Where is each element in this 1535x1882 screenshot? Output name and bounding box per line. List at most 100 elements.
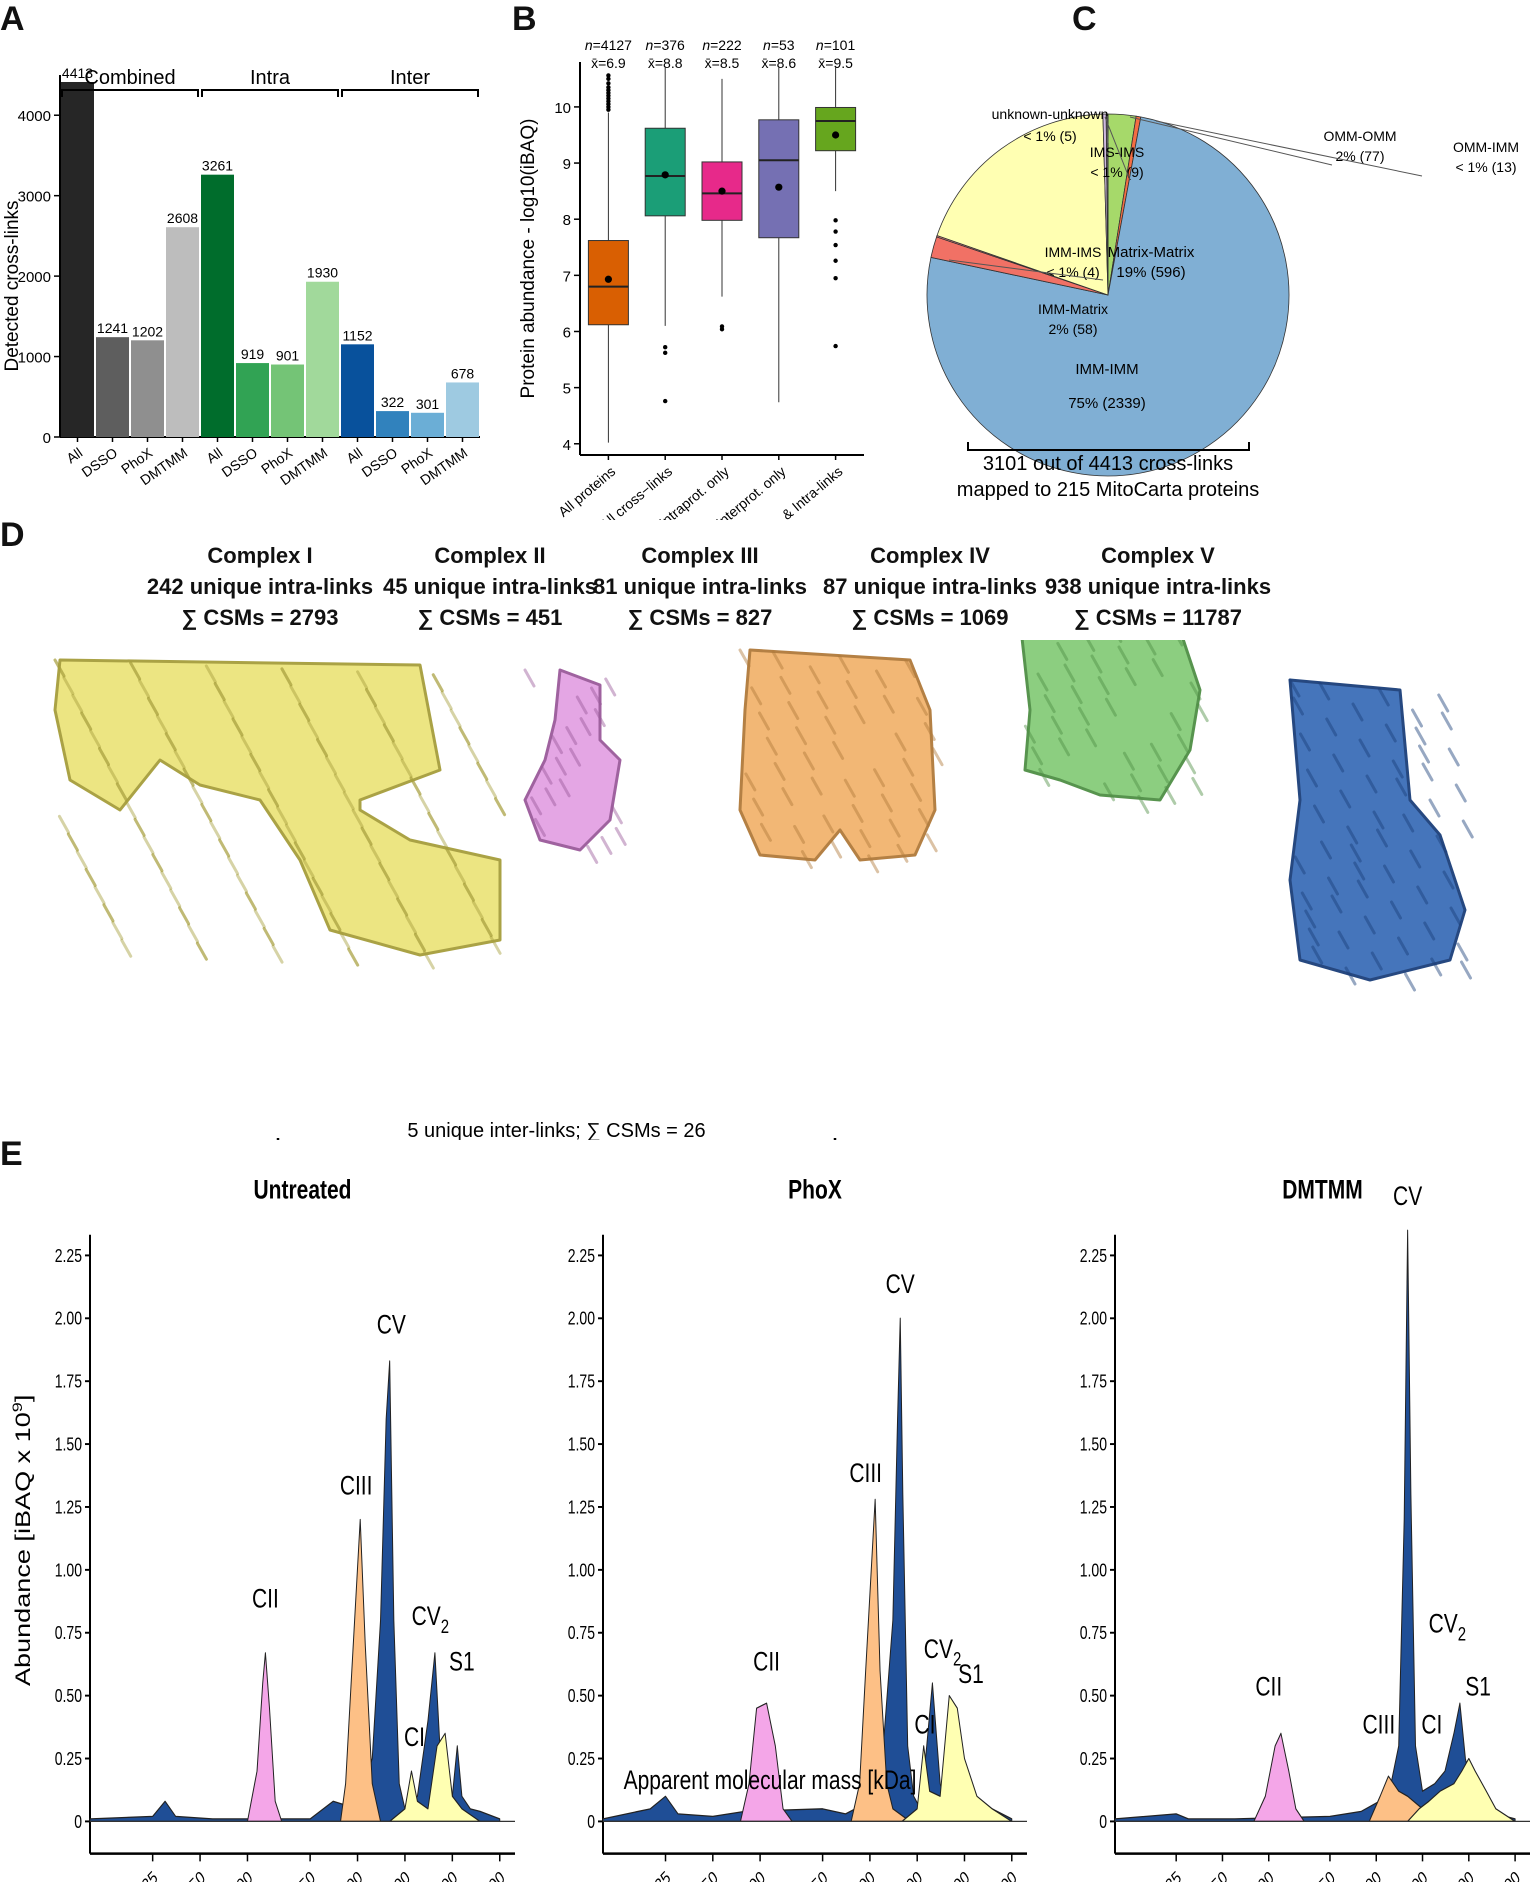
helix <box>575 695 588 715</box>
area-panel: 0 0.25 0.50 0.75 1.00 1.25 1.50 1.75 2.00 2.25 25 5… <box>1080 1175 1530 1882</box>
helix <box>436 829 449 849</box>
helix <box>120 938 133 958</box>
complex-title: Complex II 45 unique intra-links ∑ CSMs = … <box>330 540 650 633</box>
helix <box>400 758 413 778</box>
helix <box>1384 723 1397 743</box>
helix <box>931 747 944 767</box>
helix <box>1196 703 1209 723</box>
complex-links: 87 unique intra-links <box>823 574 1037 599</box>
helix <box>1376 828 1388 848</box>
helix <box>195 941 208 961</box>
peak-label: CV <box>1393 1182 1423 1212</box>
x-tick-label: 2000 <box>427 1867 461 1882</box>
helix <box>1363 915 1376 935</box>
footer-line-1: 3101 out of 4413 cross-links <box>983 453 1233 475</box>
helix <box>1460 960 1472 980</box>
helix <box>1377 687 1390 707</box>
helix <box>80 711 93 731</box>
inter-link-span: 5 unique inter-links; ∑ CSMs = 26 <box>276 1120 837 1140</box>
n-label: n=222 <box>702 37 742 53</box>
peak-label: S1 <box>958 1660 984 1690</box>
complex-title: Complex I 242 unique intra-links ∑ CSMs = … <box>100 540 420 633</box>
y-tick-label: 2.00 <box>1080 1309 1107 1329</box>
helix <box>445 847 458 867</box>
helix <box>133 817 146 837</box>
helix <box>93 885 106 905</box>
complex-name: Complex IV <box>870 543 990 568</box>
helix <box>902 757 915 777</box>
helix <box>124 800 137 820</box>
complex-links: 242 unique intra-links <box>146 574 374 599</box>
helix <box>151 853 164 873</box>
y-tick-label: 1.75 <box>568 1372 595 1392</box>
helix <box>894 732 907 752</box>
helix <box>1395 777 1408 797</box>
area-panel: 0 0.25 0.50 0.75 1.00 1.25 1.50 1.75 2.00 2.25 25 5… <box>55 1175 515 1882</box>
span-label: 5 unique inter-links; ∑ CSMs = 26 <box>407 1120 705 1140</box>
x-tick-label: 500 <box>850 1867 878 1882</box>
n-label: n=376 <box>646 37 686 53</box>
peak-label: CV <box>377 1310 407 1340</box>
helix <box>146 696 159 716</box>
mean-label: x̄=8.6 <box>761 55 796 71</box>
helix <box>178 906 191 926</box>
leader-line <box>1104 116 1131 181</box>
helix <box>1358 738 1371 758</box>
peak-label: CII <box>1255 1672 1282 1702</box>
panel-label-e: E <box>0 1135 23 1173</box>
helix <box>888 818 901 838</box>
y-tick-label: 0 <box>1099 1812 1107 1832</box>
helix <box>480 918 493 938</box>
y-tick-label: 1.00 <box>568 1561 595 1581</box>
helix <box>1043 694 1056 714</box>
area-ci <box>1407 1757 1516 1823</box>
group-label: Combined <box>84 67 175 89</box>
bar <box>201 174 234 438</box>
complex-name: Complex I <box>207 543 313 568</box>
helix <box>160 870 173 890</box>
helix <box>1418 744 1430 764</box>
helix <box>1327 876 1339 896</box>
helix <box>347 947 360 967</box>
helix <box>396 897 409 917</box>
outlier-point <box>833 275 838 281</box>
structure-shape <box>738 648 937 862</box>
x-tick-label: 50 <box>1209 1867 1231 1882</box>
helix <box>271 944 284 964</box>
helix <box>258 770 271 790</box>
helix <box>923 722 936 741</box>
complex-name: Complex II <box>434 543 546 568</box>
helix <box>1063 663 1076 683</box>
complex-links: 938 unique intra-links <box>1044 574 1272 599</box>
helix <box>1344 966 1357 986</box>
helix <box>824 715 837 735</box>
slice-label: OMM-IMM <box>1453 139 1519 155</box>
helix <box>142 835 155 855</box>
helix <box>476 761 489 781</box>
helix <box>781 787 794 807</box>
helix <box>1036 672 1049 692</box>
x-tick-label: 25 <box>1162 1867 1184 1882</box>
x-tick-label: 1000 <box>1397 1867 1431 1882</box>
helix <box>586 844 599 864</box>
box <box>815 106 857 152</box>
y-tick-label: 1.25 <box>568 1498 595 1518</box>
helix <box>1090 654 1103 674</box>
helix <box>1353 861 1366 881</box>
helix <box>467 744 480 764</box>
helix <box>1461 819 1474 839</box>
panel-title: PhoX <box>788 1175 842 1205</box>
helix <box>280 667 293 687</box>
helix <box>1292 696 1304 716</box>
helix <box>316 738 329 758</box>
helix <box>347 947 360 967</box>
pie-slice <box>936 113 1109 296</box>
mean-point <box>775 183 783 191</box>
helix <box>1390 900 1402 920</box>
helix <box>1117 645 1130 665</box>
helix <box>249 752 262 772</box>
leader-line <box>948 259 1104 281</box>
helix <box>485 779 498 799</box>
helix <box>837 654 850 674</box>
helix <box>1122 751 1135 771</box>
